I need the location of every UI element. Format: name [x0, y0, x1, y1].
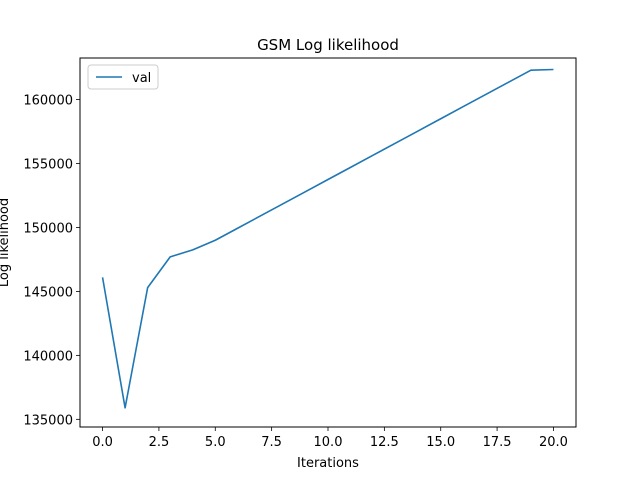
- plot-frame: [79, 57, 577, 428]
- series-line-val: [101, 68, 554, 409]
- legend: val: [87, 64, 159, 90]
- series-layer: [101, 68, 554, 409]
- legend-box: [87, 64, 159, 90]
- x-tick-label: 5.0: [205, 435, 226, 450]
- x-tick-label: 15.0: [426, 435, 455, 450]
- x-tick-label: 7.5: [261, 435, 282, 450]
- y-axis-label: Log likelihood: [0, 198, 12, 287]
- y-tick-label: 140000: [23, 349, 73, 364]
- y-tick-label: 160000: [23, 94, 73, 109]
- x-tick-label: 10.0: [314, 435, 343, 450]
- y-tick-label: 135000: [23, 413, 73, 428]
- y-tick-label: 150000: [23, 221, 73, 236]
- y-tick-label: 155000: [23, 158, 73, 173]
- x-tick-label: 17.5: [483, 435, 512, 450]
- y-axis: 135000 140000 145000 150000 155000 160000: [23, 94, 80, 428]
- x-tick-label: 0.0: [92, 435, 113, 450]
- y-tick-label: 145000: [23, 285, 73, 300]
- x-tick-label: 20.0: [539, 435, 568, 450]
- x-axis-label: Iterations: [297, 456, 359, 471]
- chart-title: GSM Log likelihood: [257, 36, 399, 54]
- x-tick-label: 2.5: [149, 435, 170, 450]
- x-tick-label: 12.5: [370, 435, 399, 450]
- legend-label: val: [132, 71, 151, 86]
- x-axis: 0.0 2.5 5.0 7.5 10.0 12.5 15.0 17.5 20.0: [92, 427, 568, 450]
